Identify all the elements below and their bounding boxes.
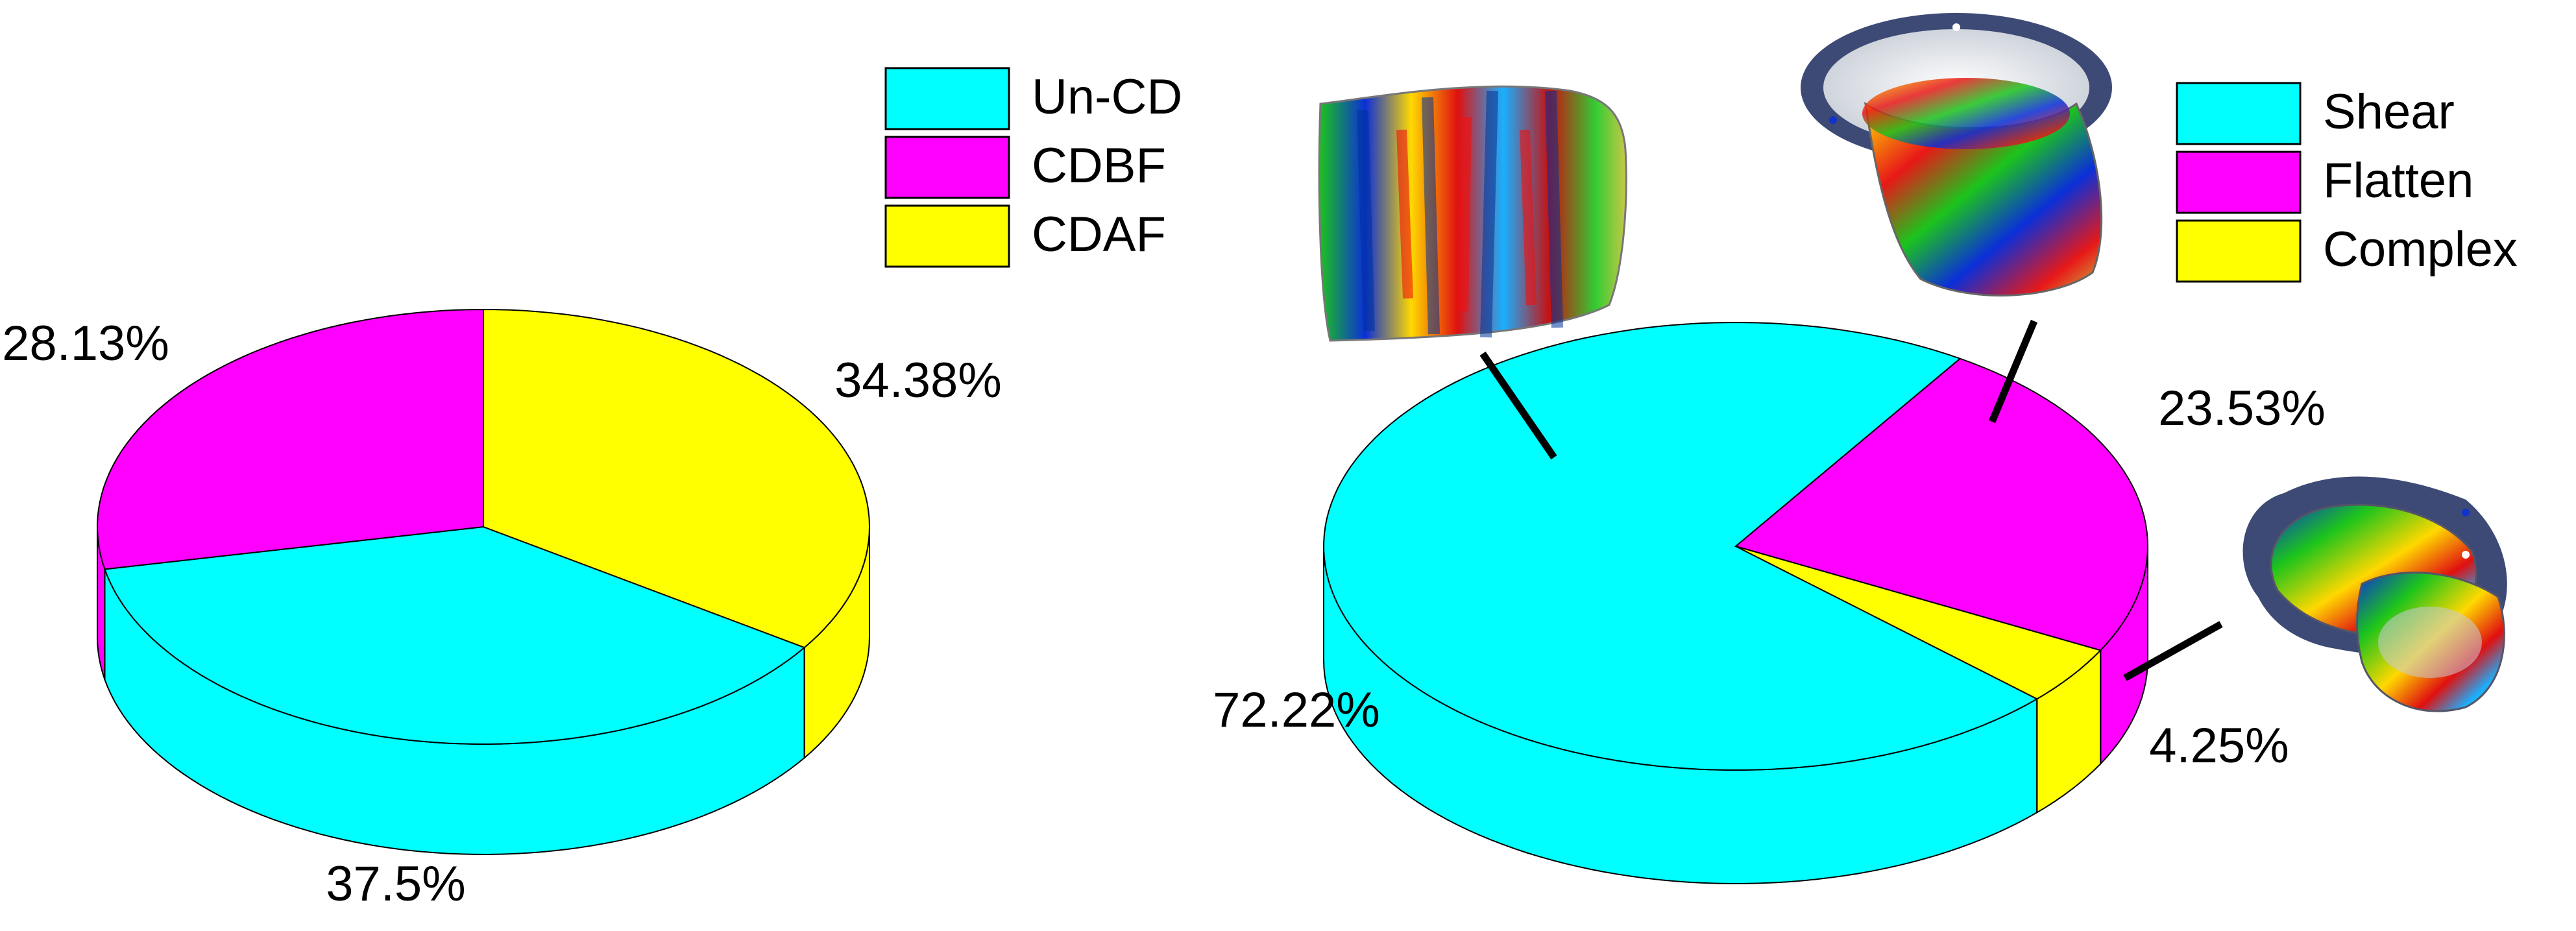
legend-label-un-cd: Un-CD (1032, 69, 1182, 125)
legend-swatch-flatten (2176, 151, 2302, 214)
complex-mode-inset-image (2242, 476, 2507, 712)
pie-slice-cdbf (96, 308, 484, 570)
legend-label-shear: Shear (2323, 84, 2455, 139)
legend-2: Shear Flatten Complex (2176, 82, 2518, 283)
pie-chart-1: 37.5% 28.13% 34.38% Un-CD CDBF CDAF (2, 67, 1182, 912)
legend-1: Un-CD CDBF CDAF (884, 67, 1182, 268)
shear-leader-line (1479, 351, 1557, 460)
legend-label-flatten: Flatten (2323, 153, 2473, 208)
pie-slice-shear (1323, 322, 2039, 771)
slice-label-complex: 4.25% (2149, 718, 2289, 773)
pie-slice-un-cd (103, 526, 806, 745)
pie-1-labels: 37.5% 28.13% 34.38% (2, 316, 1002, 912)
pie-1-tops (96, 308, 871, 745)
legend-swatch-un-cd (884, 67, 1010, 130)
pie-slice-flatten (1734, 357, 2149, 651)
slice-label-cdbf: 28.13% (2, 316, 169, 371)
legend-label-complex: Complex (2323, 222, 2518, 277)
complex-leader-line (2123, 621, 2223, 681)
flatten-leader-line (1988, 319, 2038, 424)
pie-slice-cdaf (483, 308, 871, 649)
slice-label-un-cd: 37.5% (326, 856, 466, 912)
legend-swatch-cdaf (884, 204, 1010, 268)
legend-label-cdbf: CDBF (1032, 138, 1166, 193)
shear-mode-inset-image (1318, 85, 1627, 342)
pie-2-labels: 72.22% 23.53% 4.25% (1213, 381, 2326, 773)
legend-swatch-cdbf (884, 136, 1010, 199)
pie-chart-2: 72.22% 23.53% 4.25% Shear Flatten Complex (1213, 82, 2518, 885)
legend-swatch-shear (2176, 82, 2302, 145)
slice-label-flatten: 23.53% (2158, 381, 2326, 436)
slice-label-shear: 72.22% (1213, 683, 1380, 738)
flatten-mode-inset-image (1801, 13, 2112, 296)
pie-slice-complex (1735, 546, 2102, 700)
legend-swatch-complex (2176, 219, 2302, 283)
slice-label-cdaf: 34.38% (834, 353, 1002, 408)
pie-2-tops (1323, 322, 2149, 771)
legend-label-cdaf: CDAF (1032, 207, 1166, 262)
